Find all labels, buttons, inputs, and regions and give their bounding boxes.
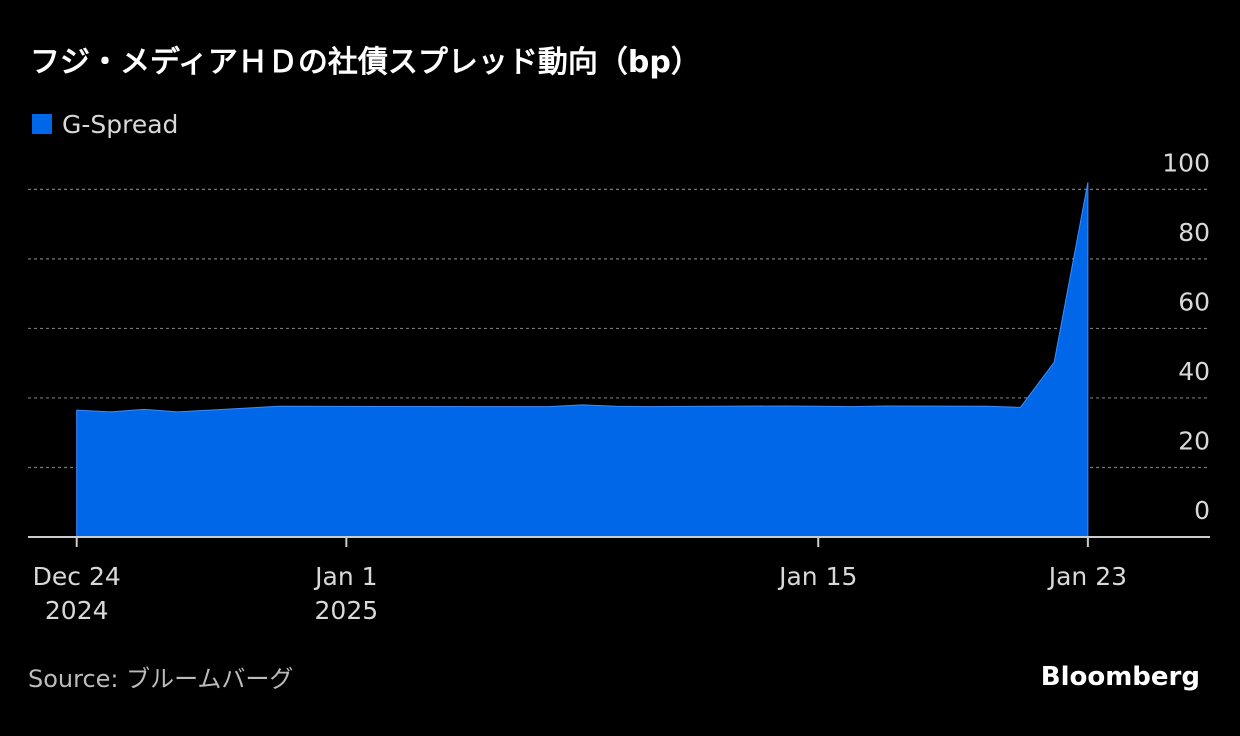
x-tick-label: Jan 23 <box>1047 562 1127 591</box>
y-tick-label: 40 <box>1178 357 1210 386</box>
x-tick-year: 2024 <box>45 596 109 625</box>
y-tick-label: 60 <box>1178 287 1210 316</box>
x-tick-label: Dec 24 <box>33 562 121 591</box>
source: Source: ブルームバーグ <box>28 665 293 693</box>
y-tick-label: 100 <box>1162 148 1210 177</box>
y-tick-label: 0 <box>1194 496 1210 525</box>
x-tick-label: Jan 1 <box>313 562 377 591</box>
chart-title: フジ・メディアＨＤの社債スプレッド動向（bp） <box>30 45 701 80</box>
area <box>76 182 1089 538</box>
x-tick-year: 2025 <box>315 596 379 625</box>
legend-swatch <box>32 114 52 134</box>
y-tick-label: 20 <box>1178 426 1210 455</box>
x-tick-label: Jan 15 <box>777 562 857 591</box>
y-tick-label: 80 <box>1178 218 1210 247</box>
legend-label: G-Spread <box>62 110 178 139</box>
logo: Bloomberg <box>1041 662 1200 692</box>
